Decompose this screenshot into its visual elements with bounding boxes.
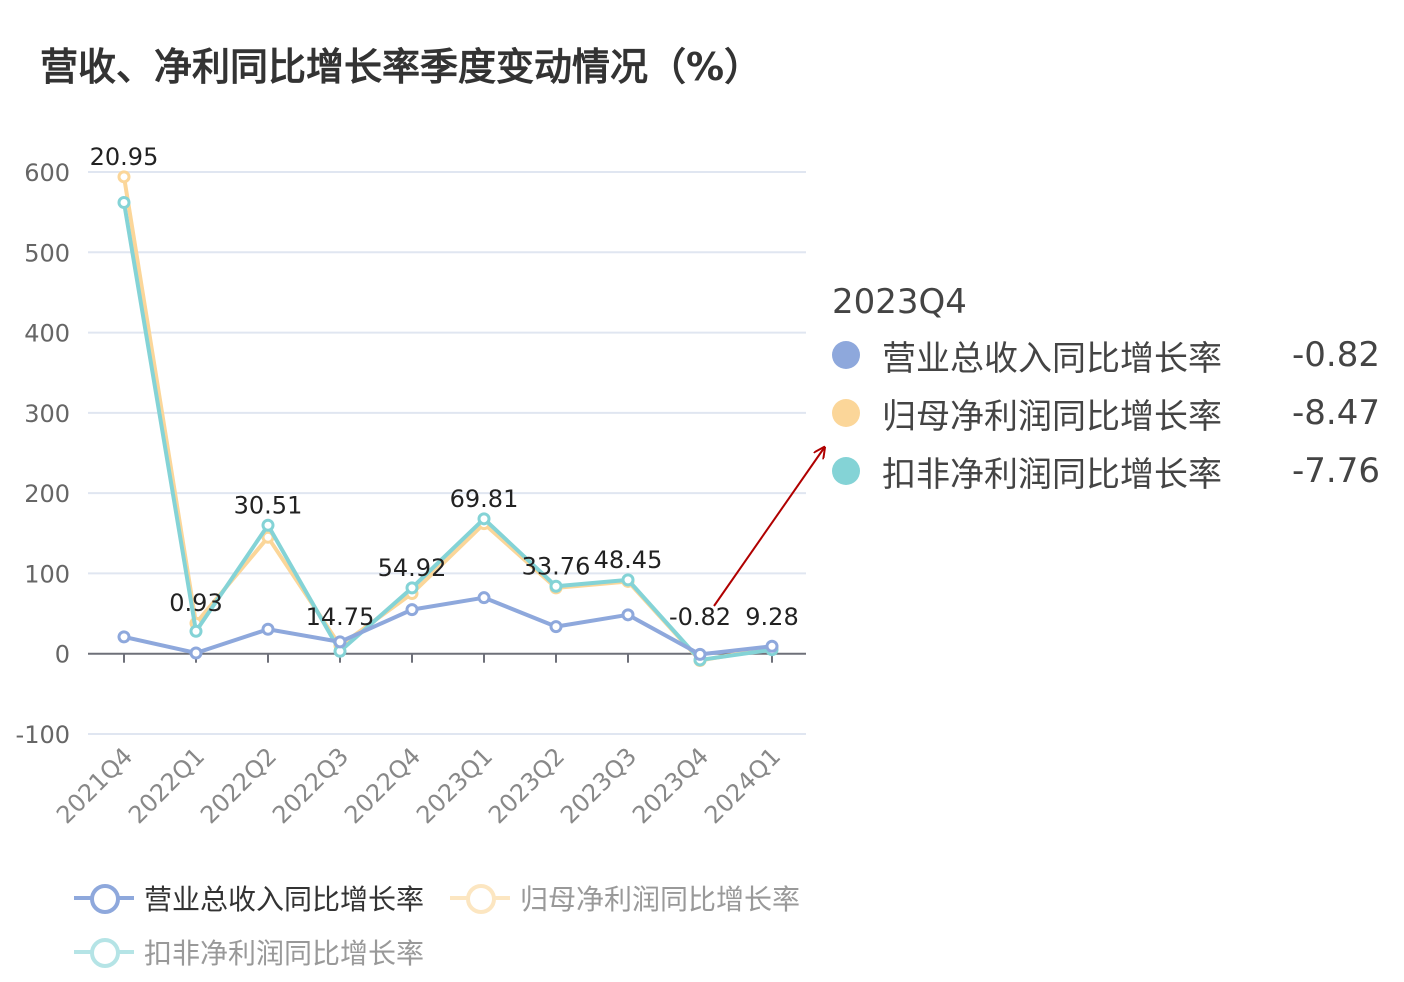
data-label: 54.92: [378, 554, 447, 582]
legend-label: 归母净利润同比增长率: [520, 883, 801, 916]
chart-title: 营收、净利同比增长率季度变动情况（%）: [40, 45, 763, 89]
data-point: [621, 573, 635, 587]
tooltip-series-name: 扣非净利润同比增长率: [882, 454, 1222, 495]
series-lines: [117, 170, 779, 668]
x-tick-label: 2022Q2: [195, 742, 282, 829]
legend-item-net-profit[interactable]: 归母净利润同比增长率: [450, 878, 800, 918]
y-tick-label: 600: [24, 159, 70, 187]
legend-item-deducted-profit[interactable]: 扣非净利润同比增长率: [74, 932, 424, 972]
x-tick-label: 2021Q4: [51, 742, 138, 829]
data-label: 69.81: [450, 485, 519, 513]
legend-line-marker-icon: [450, 883, 510, 914]
data-point: [693, 647, 707, 661]
data-point: [117, 630, 131, 644]
grid-lines: [88, 171, 806, 735]
annotation: [713, 448, 824, 607]
tooltip-row-revenue: 营业总收入同比增长率 -0.82: [832, 326, 1380, 384]
data-point: [477, 591, 491, 605]
data-label: 20.95: [90, 143, 159, 171]
y-tick-label: 400: [24, 320, 70, 348]
tooltip-series-name: 归母净利润同比增长率: [882, 396, 1222, 437]
data-point: [117, 196, 131, 210]
x-tick-label: 2022Q1: [123, 742, 210, 829]
y-tick-label: -100: [16, 721, 70, 749]
data-point: [189, 646, 203, 660]
data-point: [333, 635, 347, 649]
x-tick-label: 2023Q3: [555, 742, 642, 829]
x-tick-label: 2024Q1: [699, 742, 786, 829]
legend-label: 扣非净利润同比增长率: [144, 937, 425, 970]
x-tick-label: 2023Q2: [483, 742, 570, 829]
x-tick-label: 2023Q4: [627, 742, 714, 829]
y-tick-label: 500: [24, 239, 70, 267]
tooltip-title: 2023Q4: [832, 282, 967, 322]
tooltip-series-value: -0.82: [1292, 335, 1380, 375]
data-point: [477, 512, 491, 526]
data-point: [405, 603, 419, 617]
data-label: 14.75: [306, 603, 375, 631]
data-point: [621, 608, 635, 622]
x-tick-label: 2022Q3: [267, 742, 354, 829]
y-tick-label: 200: [24, 480, 70, 508]
tooltip-row-deducted-profit: 扣非净利润同比增长率 -7.76: [832, 442, 1380, 500]
legend-line-marker-icon: [74, 937, 134, 968]
annotation-arrow: [713, 448, 824, 607]
x-tick-label: 2023Q1: [411, 742, 498, 829]
tooltip-row-net-profit: 归母净利润同比增长率 -8.47: [832, 384, 1380, 442]
legend-line-marker-icon: [74, 883, 134, 914]
tooltip: 2023Q4 营业总收入同比增长率 -0.82 归母净利润同比增长率 -8.47…: [832, 282, 1380, 500]
series-dot-icon: [832, 399, 860, 427]
data-label: 48.45: [594, 546, 663, 574]
data-point: [549, 579, 563, 593]
series-line: [122, 176, 773, 663]
data-label: 33.76: [522, 552, 591, 580]
x-tick-label: 2022Q4: [339, 742, 426, 829]
y-tick-label: 0: [55, 641, 70, 669]
series-dot-icon: [832, 341, 860, 369]
data-label: 30.51: [234, 491, 303, 519]
legend-label: 营业总收入同比增长率: [144, 883, 425, 916]
data-point: [117, 170, 131, 184]
legend-item-revenue[interactable]: 营业总收入同比增长率: [74, 878, 424, 918]
series-line: [122, 202, 773, 662]
data-point: [261, 518, 275, 532]
data-point: [549, 620, 563, 634]
data-point: [405, 581, 419, 595]
series-line: [123, 595, 773, 657]
y-tick-label: 100: [24, 560, 70, 588]
y-tick-label: 300: [24, 400, 70, 428]
data-label: 9.28: [745, 603, 798, 631]
tooltip-series-value: -7.76: [1292, 451, 1380, 491]
tooltip-series-name: 营业总收入同比增长率: [882, 338, 1222, 379]
data-point: [765, 639, 779, 653]
data-point: [261, 622, 275, 636]
series-dot-icon: [832, 457, 860, 485]
data-label: -0.82: [669, 603, 731, 631]
data-point: [189, 624, 203, 638]
data-label: 0.93: [169, 589, 222, 617]
tooltip-series-value: -8.47: [1292, 393, 1380, 433]
